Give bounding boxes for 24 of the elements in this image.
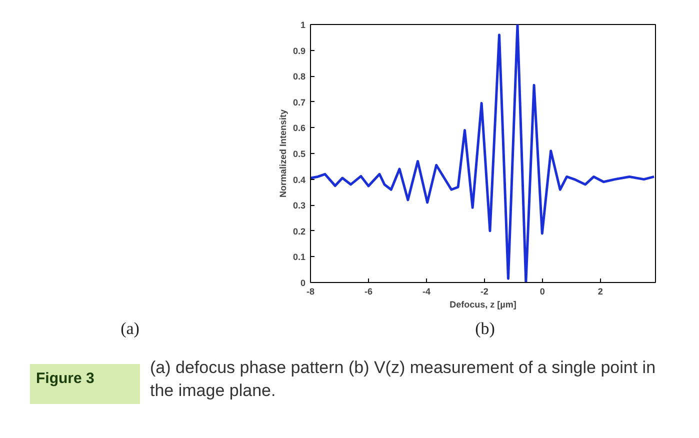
x-axis-title: Defocus, z [µm] [450, 300, 516, 310]
x-tick-label: -6 [364, 286, 372, 296]
caption: Figure 3 [36, 369, 94, 389]
y-tick-label: 0.6 [292, 123, 306, 134]
text: (a) defocus phase pattern (b) V(z) measurement of a single point in the image plane. [150, 357, 657, 402]
x-tick-label: 2 [598, 286, 603, 296]
y-axis-title: Normalized Intensity [278, 109, 288, 198]
text: (b) [475, 318, 495, 340]
y-tick-label: 0 [300, 278, 306, 288]
y-tick-label: 0.1 [292, 252, 306, 262]
y-tick-label: 0.4 [292, 174, 306, 185]
y-tick-label: 0.2 [292, 226, 306, 236]
y-tick-label: 0.9 [292, 46, 306, 56]
x-tick-label: -2 [480, 286, 488, 296]
y-tick-label: 0.5 [292, 149, 306, 159]
x-tick-label: 0 [540, 286, 545, 296]
y-tick-label: 0.8 [292, 72, 306, 82]
x-tick-label: -8 [306, 286, 315, 296]
y-tick-label: 0.7 [292, 97, 306, 108]
y-tick-label: 1 [300, 20, 306, 30]
y-tick-label: 0.3 [292, 200, 306, 211]
text: (a) [120, 318, 140, 340]
line-series [310, 24, 656, 282]
x-tick-label: -4 [422, 286, 430, 296]
